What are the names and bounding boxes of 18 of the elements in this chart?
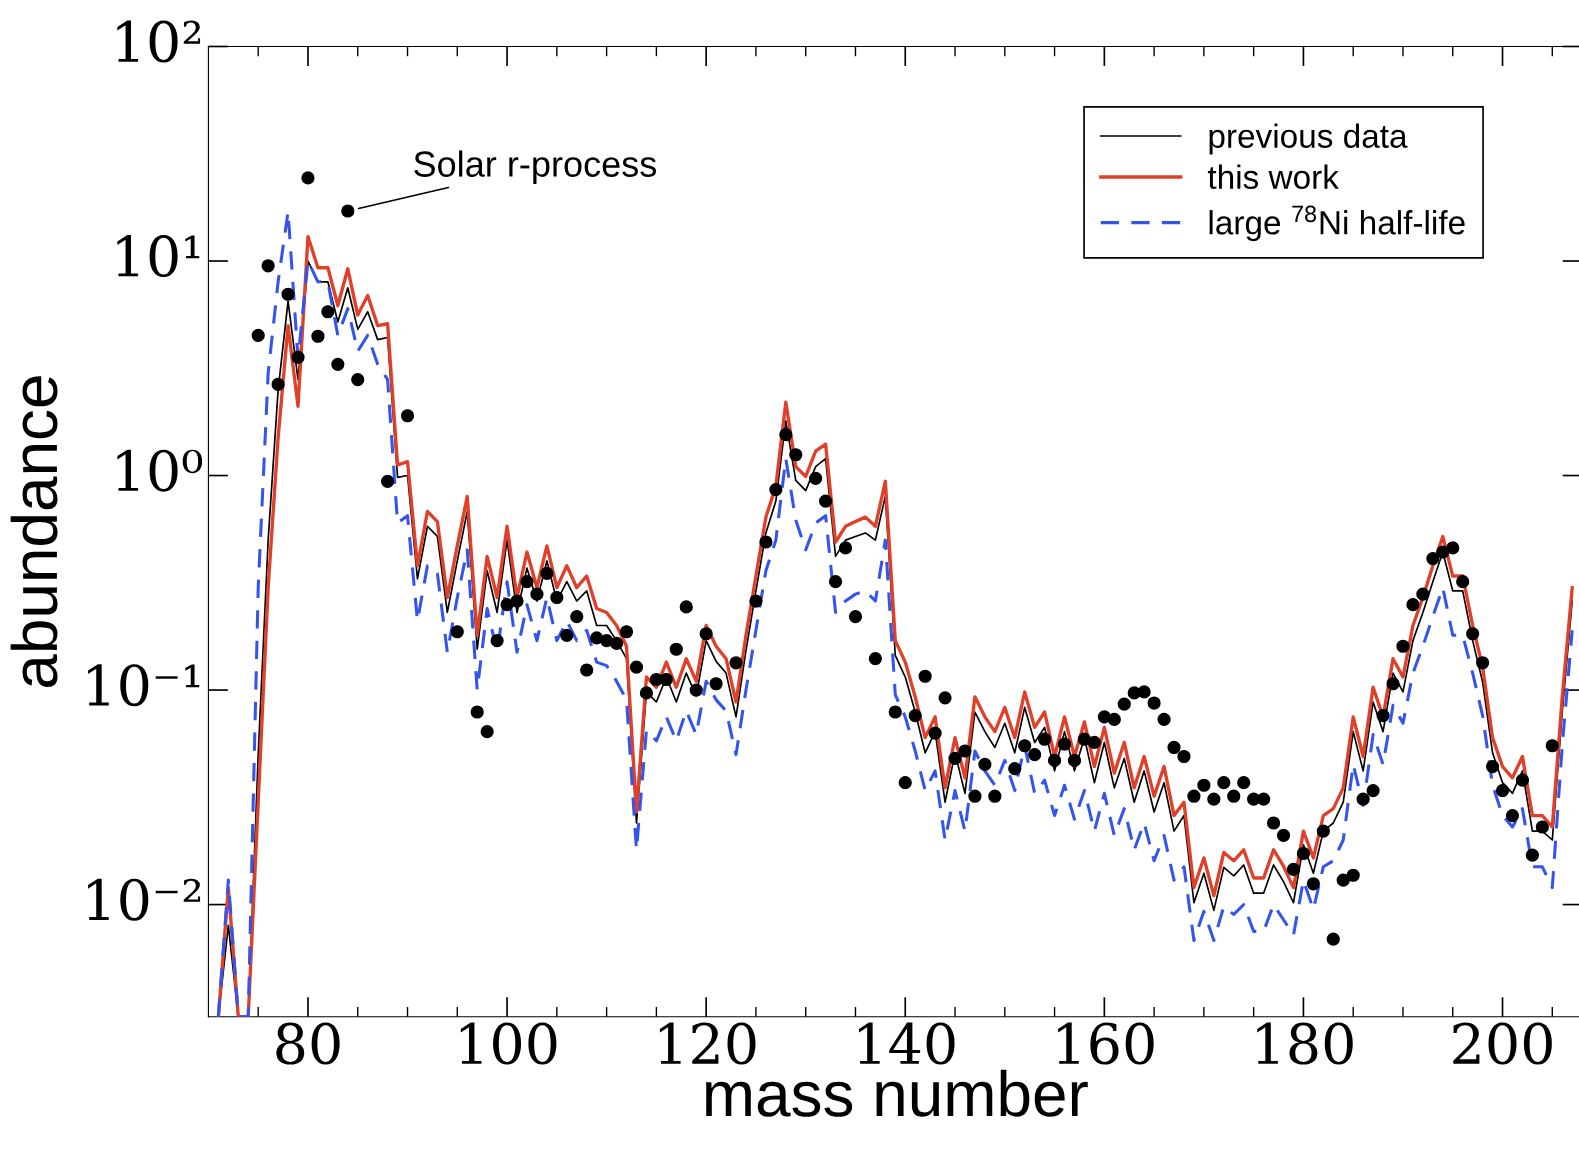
y-axis-title: abundance [10,376,58,687]
legend-label: previous data [1209,123,1408,155]
y-tick-label: 10¹ [117,235,200,278]
x-tick-label: 160 [1058,1022,1154,1065]
x-tick-label: 120 [659,1022,756,1065]
y-tick-label: 10⁰ [117,449,203,492]
annotation: Solar r-process [414,150,657,185]
legend-label: this work [1207,164,1339,190]
x-axis-title: mass number [706,1069,1088,1117]
x-tick-label: 80 [276,1022,340,1065]
y-tick-label: 10² [117,20,201,63]
y-tick-label: 10⁻¹ [88,664,200,707]
x-tick-label: 140 [859,1022,955,1065]
y-tick-label: 10⁻² [88,878,201,921]
x-tick-label: 100 [460,1022,557,1065]
x-tick-label: 200 [1453,1022,1552,1065]
x-tick-label: 180 [1257,1022,1353,1065]
legend-label: large $^{78}$Ni half-life [1209,205,1465,242]
